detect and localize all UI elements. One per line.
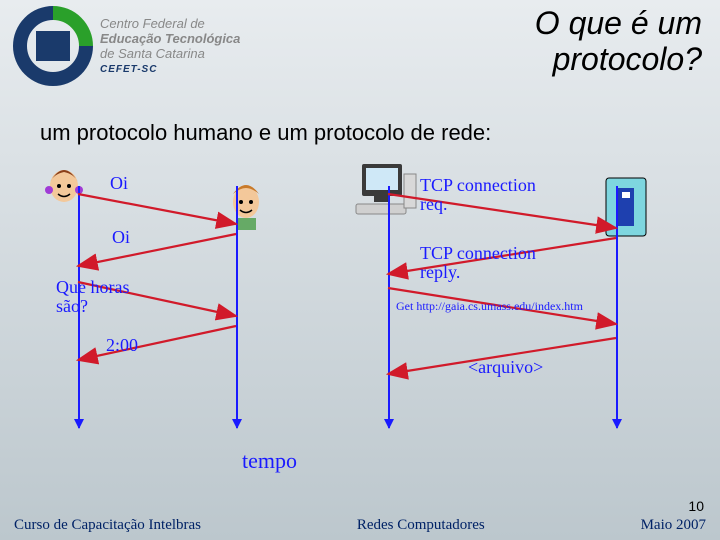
message-arrows bbox=[0, 166, 720, 466]
logo-mark bbox=[12, 5, 94, 87]
footer-left: Curso de Capacitação Intelbras bbox=[14, 517, 201, 534]
net-msg-label: TCP connection req. bbox=[420, 176, 536, 214]
human-msg-label: Que horassão? bbox=[56, 278, 129, 316]
net-msg-label: Get http://gaia.cs.umass.edu/index.htm bbox=[396, 300, 583, 313]
net-msg-label: <arquivo> bbox=[468, 358, 543, 377]
human-msg-label: 2:00 bbox=[106, 336, 138, 355]
logo: Centro Federal de Educação Tecnológica d… bbox=[12, 5, 240, 87]
footer-right: Maio 2007 bbox=[641, 517, 706, 534]
subtitle: um protocolo humano e um protocolo de re… bbox=[40, 120, 491, 146]
net-msg-label: TCP connectionreply. bbox=[420, 244, 536, 282]
protocol-diagram: Oi Oi Que horassão? 2:00 TCP connection req.… bbox=[0, 166, 720, 466]
page-title: O que é um protocolo? bbox=[535, 6, 702, 78]
logo-abbrev: CEFET-SC bbox=[100, 64, 240, 76]
human-msg-label: Oi bbox=[110, 174, 128, 193]
footer-center: Redes Computadores bbox=[357, 517, 485, 534]
page-number: 10 bbox=[688, 498, 704, 514]
title-line2: protocolo? bbox=[535, 42, 702, 78]
inst-line3: de Santa Catarina bbox=[100, 47, 240, 62]
title-line1: O que é um bbox=[535, 6, 702, 42]
inst-line1: Centro Federal de bbox=[100, 17, 240, 32]
human-msg-label: Oi bbox=[112, 228, 130, 247]
footer: Curso de Capacitação Intelbras Redes Com… bbox=[0, 517, 720, 534]
inst-line2: Educação Tecnológica bbox=[100, 32, 240, 47]
tempo-label: tempo bbox=[242, 448, 297, 474]
